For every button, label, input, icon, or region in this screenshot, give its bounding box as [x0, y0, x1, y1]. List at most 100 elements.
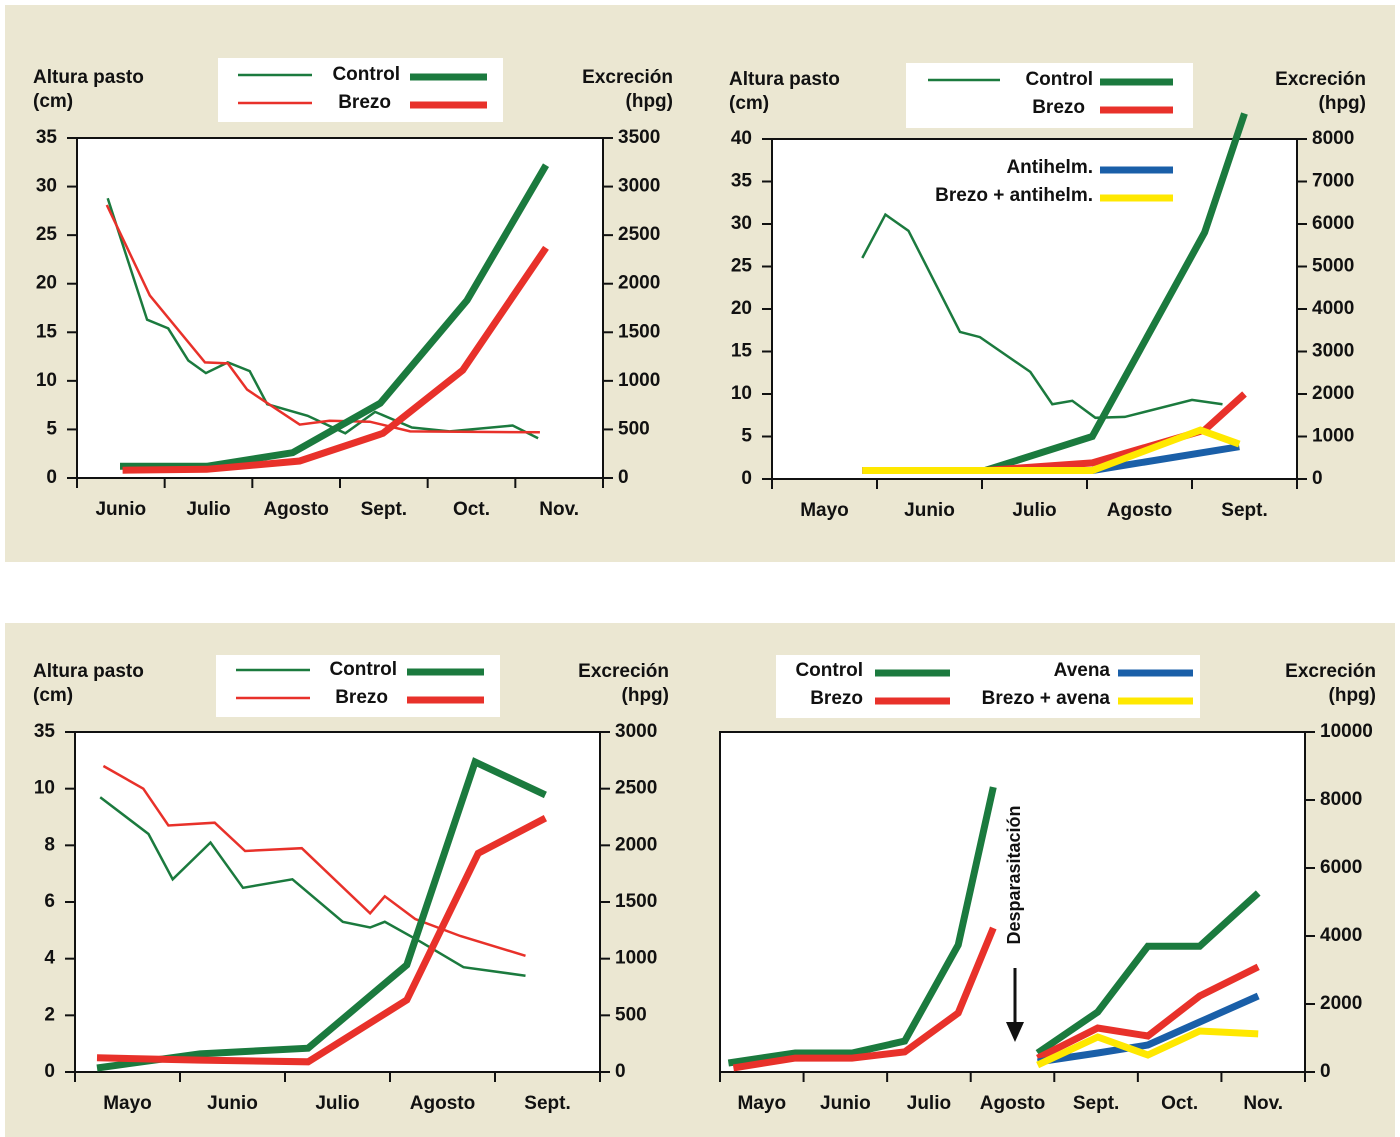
x-tick-label: Julio: [907, 1093, 951, 1114]
x-tick-label: Junio: [820, 1093, 871, 1114]
legend-box: [776, 655, 1200, 718]
x-tick-label: Oct.: [1161, 1093, 1198, 1114]
x-tick-label: Julio: [186, 499, 230, 520]
y-tick-label: 0: [741, 468, 752, 489]
legend-label: Control: [795, 660, 863, 681]
y2-tick-label: 2000: [615, 834, 657, 855]
y2-axis-label: Excreción: [1285, 661, 1376, 682]
y2-tick-label: 1000: [618, 370, 660, 391]
x-tick-label: Oct.: [453, 499, 490, 520]
y2-tick-label: 1500: [618, 321, 660, 342]
y2-tick-label: 5000: [1312, 256, 1354, 277]
x-tick-label: Agosto: [410, 1093, 475, 1114]
annotation: Desparasitación: [1004, 805, 1024, 944]
y-axis-label: Altura pasto: [33, 661, 144, 682]
y2-axis-label: (hpg): [1319, 93, 1366, 114]
y2-axis-label: (hpg): [626, 91, 673, 112]
data-line: [727, 786, 1261, 1067]
y2-tick-label: 1000: [1312, 426, 1354, 447]
y-tick-label: 35: [34, 721, 56, 742]
data-line: [732, 926, 1260, 1072]
x-tick-label: Junio: [95, 499, 146, 520]
y-tick-label: 10: [731, 383, 752, 404]
y2-tick-label: 1500: [615, 891, 657, 912]
x-tick-label: Julio: [1012, 500, 1056, 521]
x-tick-label: Agosto: [1107, 500, 1172, 521]
data-line: [861, 212, 1223, 420]
annotation-arrowhead: [1006, 1022, 1024, 1042]
y-tick-label: 10: [34, 778, 55, 799]
y2-tick-label: 8000: [1312, 128, 1354, 149]
y-tick-label: 30: [36, 176, 57, 197]
x-tick-label: Sept.: [1073, 1093, 1119, 1114]
y2-tick-label: 0: [615, 1061, 626, 1082]
y2-axis-label: Excreción: [578, 661, 669, 682]
y-tick-label: 25: [731, 256, 753, 277]
y-tick-label: 8: [44, 834, 55, 855]
y2-tick-label: 3000: [1312, 341, 1354, 362]
y-tick-label: 35: [731, 171, 753, 192]
x-tick-label: Junio: [904, 500, 955, 521]
legend-box: [216, 655, 500, 717]
y2-tick-label: 500: [618, 418, 650, 439]
legend-box: [906, 63, 1193, 128]
y-tick-label: 40: [731, 128, 752, 149]
x-tick-label: Mayo: [737, 1093, 786, 1114]
y2-tick-label: 2000: [1312, 383, 1354, 404]
y2-axis-label: Excreción: [582, 67, 673, 88]
y2-tick-label: 7000: [1312, 171, 1354, 192]
y-tick-label: 20: [36, 273, 57, 294]
legend-label: Brezo + avena: [982, 688, 1111, 709]
y2-tick-label: 4000: [1312, 298, 1354, 319]
y-axis-label: (cm): [33, 685, 73, 706]
x-tick-label: Junio: [207, 1093, 258, 1114]
y-tick-label: 5: [46, 418, 57, 439]
x-tick-label: Sept.: [524, 1093, 570, 1114]
x-tick-label: Nov.: [539, 499, 579, 520]
y2-tick-label: 6000: [1320, 857, 1362, 878]
legend-box: [906, 150, 1193, 212]
legend-label: Brezo: [1032, 97, 1085, 118]
y2-tick-label: 8000: [1320, 789, 1362, 810]
x-tick-label: Sept.: [361, 499, 407, 520]
x-tick-label: Nov.: [1243, 1093, 1283, 1114]
legend-label: Antihelm.: [1006, 157, 1093, 178]
y2-tick-label: 6000: [1312, 213, 1354, 234]
legend-label: Brezo: [338, 92, 391, 113]
y-tick-label: 30: [731, 213, 752, 234]
data-line: [1036, 1027, 1259, 1069]
data-line: [862, 426, 1241, 474]
y2-tick-label: 3000: [615, 721, 657, 742]
y-axis-label: Altura pasto: [33, 67, 144, 88]
y2-tick-label: 0: [618, 467, 629, 488]
legend-label: Avena: [1054, 660, 1111, 681]
y-tick-label: 15: [36, 321, 58, 342]
y2-tick-label: 2500: [615, 778, 657, 799]
x-tick-label: Mayo: [800, 500, 849, 521]
y2-tick-label: 4000: [1320, 925, 1362, 946]
y2-tick-label: 2000: [1320, 993, 1362, 1014]
x-tick-label: Mayo: [103, 1093, 152, 1114]
y2-axis-label: (hpg): [1329, 685, 1376, 706]
y-tick-label: 5: [741, 426, 752, 447]
y2-axis-label: Excreción: [1275, 69, 1366, 90]
y-axis-label: (cm): [33, 91, 73, 112]
data-line: [1037, 992, 1260, 1066]
data-line: [102, 764, 526, 957]
x-tick-label: Sept.: [1221, 500, 1267, 521]
y2-tick-label: 2500: [618, 224, 660, 245]
legend-label: Brezo: [335, 687, 388, 708]
y-tick-label: 25: [36, 224, 58, 245]
data-line: [96, 814, 548, 1066]
legend-box: [218, 58, 503, 122]
y2-tick-label: 1000: [615, 948, 657, 969]
y2-tick-label: 3500: [618, 127, 660, 148]
legend-label: Control: [329, 659, 397, 680]
y-tick-label: 0: [44, 1061, 55, 1082]
y2-tick-label: 2000: [618, 273, 660, 294]
y2-tick-label: 10000: [1320, 721, 1373, 742]
y2-tick-label: 0: [1320, 1061, 1331, 1082]
y-tick-label: 6: [44, 891, 55, 912]
